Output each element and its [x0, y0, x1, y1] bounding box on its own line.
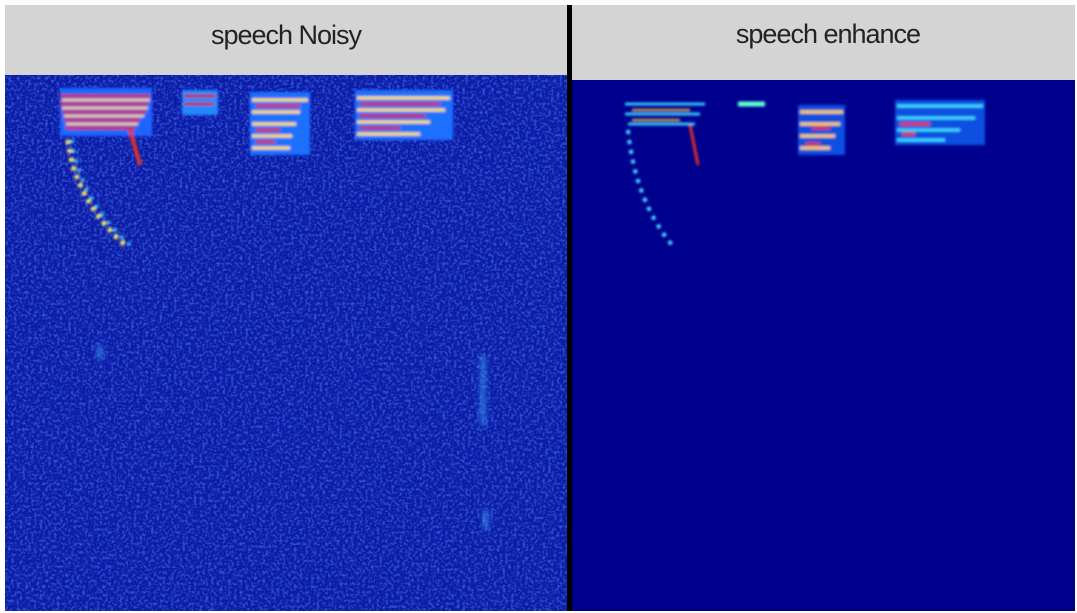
figure: speech Noisy speech enhance	[0, 0, 1077, 613]
panel-title: speech enhance	[736, 19, 920, 49]
page: speech Noisy speech enhance (() =	[0, 0, 1077, 613]
panel-title: speech Noisy	[211, 20, 363, 50]
divider	[567, 5, 572, 611]
spectrogram-background	[5, 75, 567, 611]
spectrogram-background	[572, 80, 1075, 611]
